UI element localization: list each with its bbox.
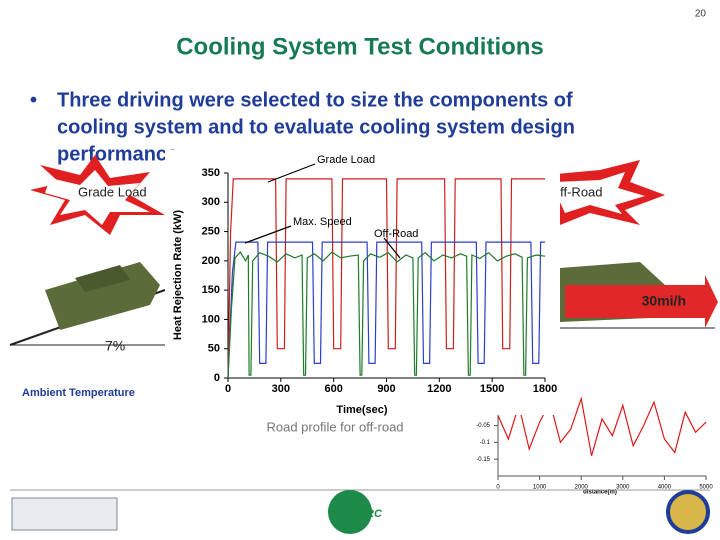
chart-panel <box>165 150 560 415</box>
bullet-text: cooling system and to evaluate cooling s… <box>57 116 575 138</box>
scene-label: Off-Road <box>550 184 603 199</box>
x-tick-label: 600 <box>324 383 342 395</box>
nac-logo <box>11 497 118 531</box>
x-axis-label: Time(sec) <box>336 404 387 416</box>
vehicle <box>45 262 160 330</box>
y-tick-label: 0 <box>214 372 220 384</box>
annotation-arrow <box>244 225 292 244</box>
annotation-arrow <box>267 163 316 183</box>
series-annotation: Off-Road <box>374 228 418 240</box>
y-tick-label: 250 <box>202 225 220 237</box>
x-tick-label: 1200 <box>427 383 451 395</box>
x-tick-label: 4000 <box>658 485 672 491</box>
y-tick-label: 350 <box>202 167 220 179</box>
x-tick-label: 900 <box>377 383 395 395</box>
x-tick-label: 3000 <box>616 485 630 491</box>
starburst-inner <box>45 170 150 225</box>
right-scene: Off-Road 30mi/h <box>545 160 718 329</box>
bullet-text: performance <box>57 143 178 165</box>
x-tick-label: 300 <box>272 383 290 395</box>
x-tick-label: 2000 <box>575 485 589 491</box>
series-line <box>497 396 707 456</box>
left-scene: Grade Load 7% Ambient Temperature <box>9 155 166 399</box>
y-tick-label: 150 <box>202 284 220 296</box>
series-annotation: Grade Load <box>317 154 375 166</box>
ambient-label: Ambient Temperature <box>22 387 135 399</box>
seal-logo <box>666 490 710 534</box>
chart: 0 50 100 150 200 250 300 350 0 300 600 900 1200 1500 1… <box>165 150 560 416</box>
series-line <box>227 251 546 379</box>
y-tick-label: -0.1 <box>480 440 491 446</box>
vehicle-turret <box>75 265 130 292</box>
page-number: 20 <box>695 9 707 20</box>
y-tick-label: 300 <box>202 196 220 208</box>
x-tick-label: 0 <box>225 383 231 395</box>
y-axis-label: Heat Rejection Rate (kW) <box>172 210 184 341</box>
bullet-text: Three driving were selected to size the … <box>57 89 573 111</box>
x-axis-label: distance(m) <box>583 490 617 496</box>
y-tick-label: 50 <box>208 343 220 355</box>
grade-label: 7% <box>105 338 125 354</box>
x-tick-label: 5000 <box>699 485 713 491</box>
series-annotation: Max. Speed <box>293 216 352 228</box>
annotation-arrow <box>383 237 401 259</box>
footer: ARC <box>10 489 710 534</box>
series-line <box>227 241 545 379</box>
y-tick-label: 100 <box>202 313 220 325</box>
speed-arrow <box>565 275 718 328</box>
charts: -0.15-0.1-0.050 1000 2000 3000 4000 5000dista… <box>165 150 715 496</box>
x-tick-label: 1500 <box>480 383 504 395</box>
series-line <box>227 178 545 379</box>
x-tick-label: 1800 <box>533 383 557 395</box>
arc-logo <box>328 490 372 534</box>
scene-label: Grade Load <box>78 184 147 199</box>
x-tick-label: 1000 <box>533 485 547 491</box>
y-tick-label: 200 <box>202 255 220 267</box>
bullet: • <box>30 89 37 111</box>
x-tick-label: 0 <box>496 485 500 491</box>
road-caption: Road profile for off-road <box>266 419 403 434</box>
arc-text: ARC <box>357 508 383 520</box>
y-tick-label: -0.15 <box>476 457 490 463</box>
slide-title: Cooling System Test Conditions <box>176 33 544 60</box>
speed-label: 30mi/h <box>642 293 686 309</box>
starburst-inner <box>555 172 645 214</box>
y-tick-label: -0.05 <box>476 423 490 429</box>
